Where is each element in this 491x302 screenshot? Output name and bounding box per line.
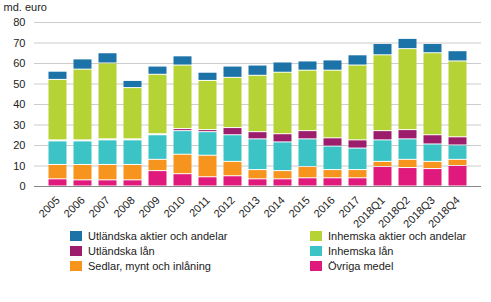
svg-text:10: 10 xyxy=(13,160,25,172)
svg-text:0: 0 xyxy=(19,180,25,192)
svg-text:md. euro: md. euro xyxy=(4,1,47,13)
svg-text:50: 50 xyxy=(13,78,25,90)
svg-text:2014: 2014 xyxy=(261,194,287,220)
svg-text:2008: 2008 xyxy=(111,194,137,220)
html-text:Inhemska aktier och andelar: Inhemska aktier och andelar xyxy=(328,230,467,242)
svg-text:2016: 2016 xyxy=(311,194,337,220)
svg-text:2009: 2009 xyxy=(136,194,162,220)
html-text:Sedlar, mynt och inlåning: Sedlar, mynt och inlåning xyxy=(88,260,211,272)
svg-text:60: 60 xyxy=(13,57,25,69)
svg-text:30: 30 xyxy=(13,119,25,131)
svg-text:2013: 2013 xyxy=(236,194,262,220)
html-text:Utländska aktier och andelar: Utländska aktier och andelar xyxy=(88,230,228,242)
html-text:Utländska lån: Utländska lån xyxy=(88,245,155,257)
svg-text:2006: 2006 xyxy=(61,194,87,220)
svg-text:20: 20 xyxy=(13,139,25,151)
svg-text:2017: 2017 xyxy=(336,193,362,220)
svg-text:2015: 2015 xyxy=(286,194,312,220)
html-text:Inhemska lån: Inhemska lån xyxy=(328,245,394,257)
html-text:Övriga medel: Övriga medel xyxy=(328,260,394,272)
svg-text:2011: 2011 xyxy=(187,194,212,219)
svg-text:2005: 2005 xyxy=(36,194,62,220)
svg-text:2007: 2007 xyxy=(86,194,112,220)
svg-text:40: 40 xyxy=(13,98,25,110)
svg-text:2012: 2012 xyxy=(211,194,237,220)
svg-text:70: 70 xyxy=(13,37,25,49)
svg-text:2010: 2010 xyxy=(161,194,187,220)
svg-text:2018Q4: 2018Q4 xyxy=(426,194,462,228)
svg-text:80: 80 xyxy=(13,16,25,28)
